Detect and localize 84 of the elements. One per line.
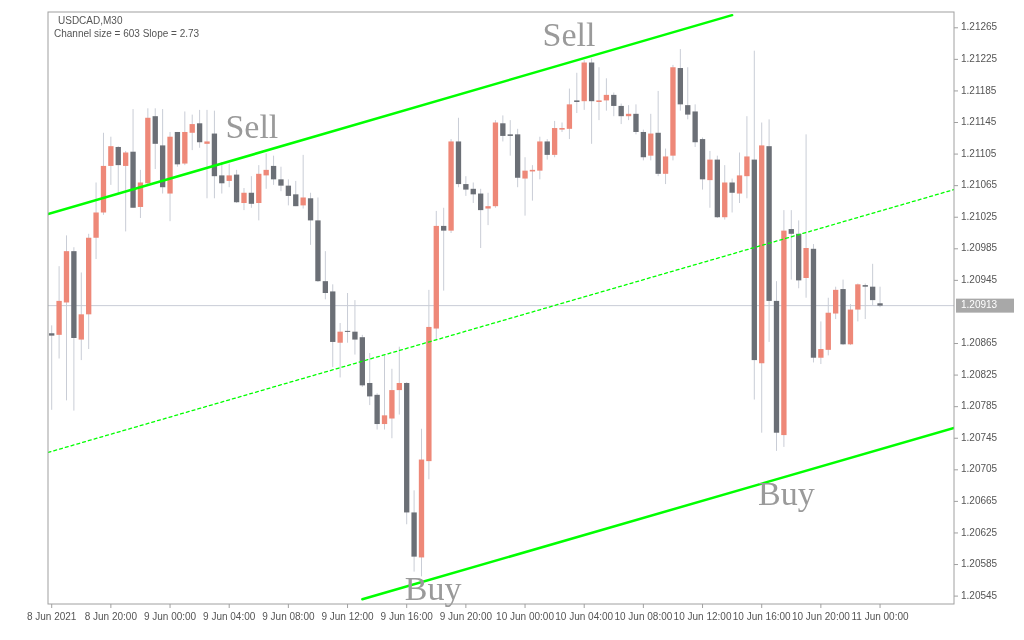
candlestick bbox=[204, 109, 210, 199]
y-tick-label: 1.21065 bbox=[961, 179, 998, 191]
candlestick bbox=[248, 175, 255, 209]
chart-title: USDCAD,M30 bbox=[58, 15, 123, 26]
candlestick bbox=[396, 346, 402, 416]
candlestick bbox=[685, 66, 691, 120]
x-tick-label: 8 Jun 20:00 bbox=[84, 611, 138, 622]
candlestick bbox=[662, 148, 669, 185]
y-tick-label: 1.21185 bbox=[961, 84, 997, 96]
x-tick-label: 10 Jun 00:00 bbox=[496, 611, 555, 622]
ref-line-label: 1.20913 bbox=[961, 299, 998, 311]
candlestick bbox=[226, 163, 232, 188]
candlestick bbox=[196, 109, 203, 149]
y-tick-label: 1.21265 bbox=[961, 21, 998, 33]
y-tick-label: 1.20985 bbox=[961, 242, 998, 254]
candlestick bbox=[618, 103, 624, 125]
x-tick-label: 9 Jun 16:00 bbox=[380, 611, 434, 622]
candlestick bbox=[241, 187, 247, 211]
candlestick bbox=[596, 66, 602, 121]
candlestick bbox=[441, 207, 447, 292]
candlestick bbox=[478, 188, 484, 249]
x-tick-label: 8 Jun 2021 bbox=[26, 611, 77, 622]
x-tick-label: 10 Jun 20:00 bbox=[791, 611, 851, 622]
annotation: Buy bbox=[404, 569, 462, 607]
y-tick-label: 1.20745 bbox=[961, 431, 998, 443]
candlestick bbox=[485, 192, 491, 226]
candlestick bbox=[522, 156, 528, 217]
y-tick-label: 1.21225 bbox=[961, 53, 998, 64]
candlestick bbox=[544, 138, 550, 161]
candlestick bbox=[285, 178, 292, 206]
candlestick bbox=[108, 136, 114, 186]
candlestick bbox=[559, 122, 565, 133]
candlestick bbox=[367, 352, 373, 406]
x-tick-label: 9 Jun 08:00 bbox=[262, 611, 315, 622]
candlestick bbox=[115, 145, 121, 195]
y-tick-label: 1.20705 bbox=[961, 463, 998, 475]
x-tick-label: 9 Jun 20:00 bbox=[439, 611, 493, 622]
candlestick bbox=[729, 178, 735, 213]
y-tick-label: 1.20585 bbox=[961, 558, 998, 570]
x-tick-label: 10 Jun 16:00 bbox=[732, 611, 792, 622]
y-tick-label: 1.21025 bbox=[961, 210, 998, 222]
candlestick bbox=[648, 113, 654, 161]
candlestick bbox=[293, 180, 299, 207]
candlestick bbox=[744, 115, 750, 199]
y-tick-label: 1.20865 bbox=[961, 337, 998, 349]
candlestick bbox=[337, 322, 343, 378]
candlestick bbox=[322, 250, 329, 300]
candlestick bbox=[300, 154, 306, 210]
y-tick-label: 1.20625 bbox=[961, 526, 998, 538]
x-tick-label: 10 Jun 12:00 bbox=[673, 611, 732, 622]
candlestick bbox=[788, 209, 794, 281]
y-tick-label: 1.20785 bbox=[961, 400, 998, 412]
candlestick bbox=[189, 114, 195, 151]
annotation: Sell bbox=[542, 16, 596, 54]
candlestick bbox=[818, 320, 824, 365]
x-tick-label: 11 Jun 00:00 bbox=[851, 611, 910, 622]
candlestick bbox=[633, 103, 639, 135]
candlestick bbox=[500, 114, 506, 142]
candlestick bbox=[707, 150, 713, 209]
candlestick bbox=[507, 119, 513, 157]
candlestick bbox=[270, 155, 277, 186]
y-tick-label: 1.21145 bbox=[961, 116, 997, 128]
candlestick bbox=[736, 152, 743, 204]
text: Channel size = 603 Slope = 2.73 bbox=[54, 28, 200, 39]
x-tick-label: 10 Jun 08:00 bbox=[614, 611, 673, 622]
candlestick bbox=[463, 175, 469, 197]
x-tick-label: 9 Jun 04:00 bbox=[203, 611, 256, 622]
y-tick-label: 1.21105 bbox=[961, 147, 997, 159]
candlestick bbox=[574, 72, 580, 114]
candlestick bbox=[611, 92, 617, 117]
y-tick-label: 1.20665 bbox=[961, 495, 998, 507]
candlestick bbox=[49, 324, 55, 411]
y-tick-label: 1.20825 bbox=[961, 368, 998, 380]
annotation: Buy bbox=[758, 475, 815, 513]
y-tick-label: 1.20945 bbox=[961, 274, 998, 286]
candlestick bbox=[278, 166, 284, 192]
x-tick-label: 9 Jun 12:00 bbox=[321, 611, 375, 622]
x-tick-label: 9 Jun 00:00 bbox=[143, 611, 197, 622]
y-tick-label: 1.20545 bbox=[961, 589, 998, 601]
candlestick bbox=[123, 150, 129, 232]
annotation: Sell bbox=[225, 108, 279, 146]
candlestick bbox=[307, 192, 314, 246]
x-tick-label: 10 Jun 04:00 bbox=[555, 611, 614, 622]
candlestick bbox=[381, 354, 388, 431]
